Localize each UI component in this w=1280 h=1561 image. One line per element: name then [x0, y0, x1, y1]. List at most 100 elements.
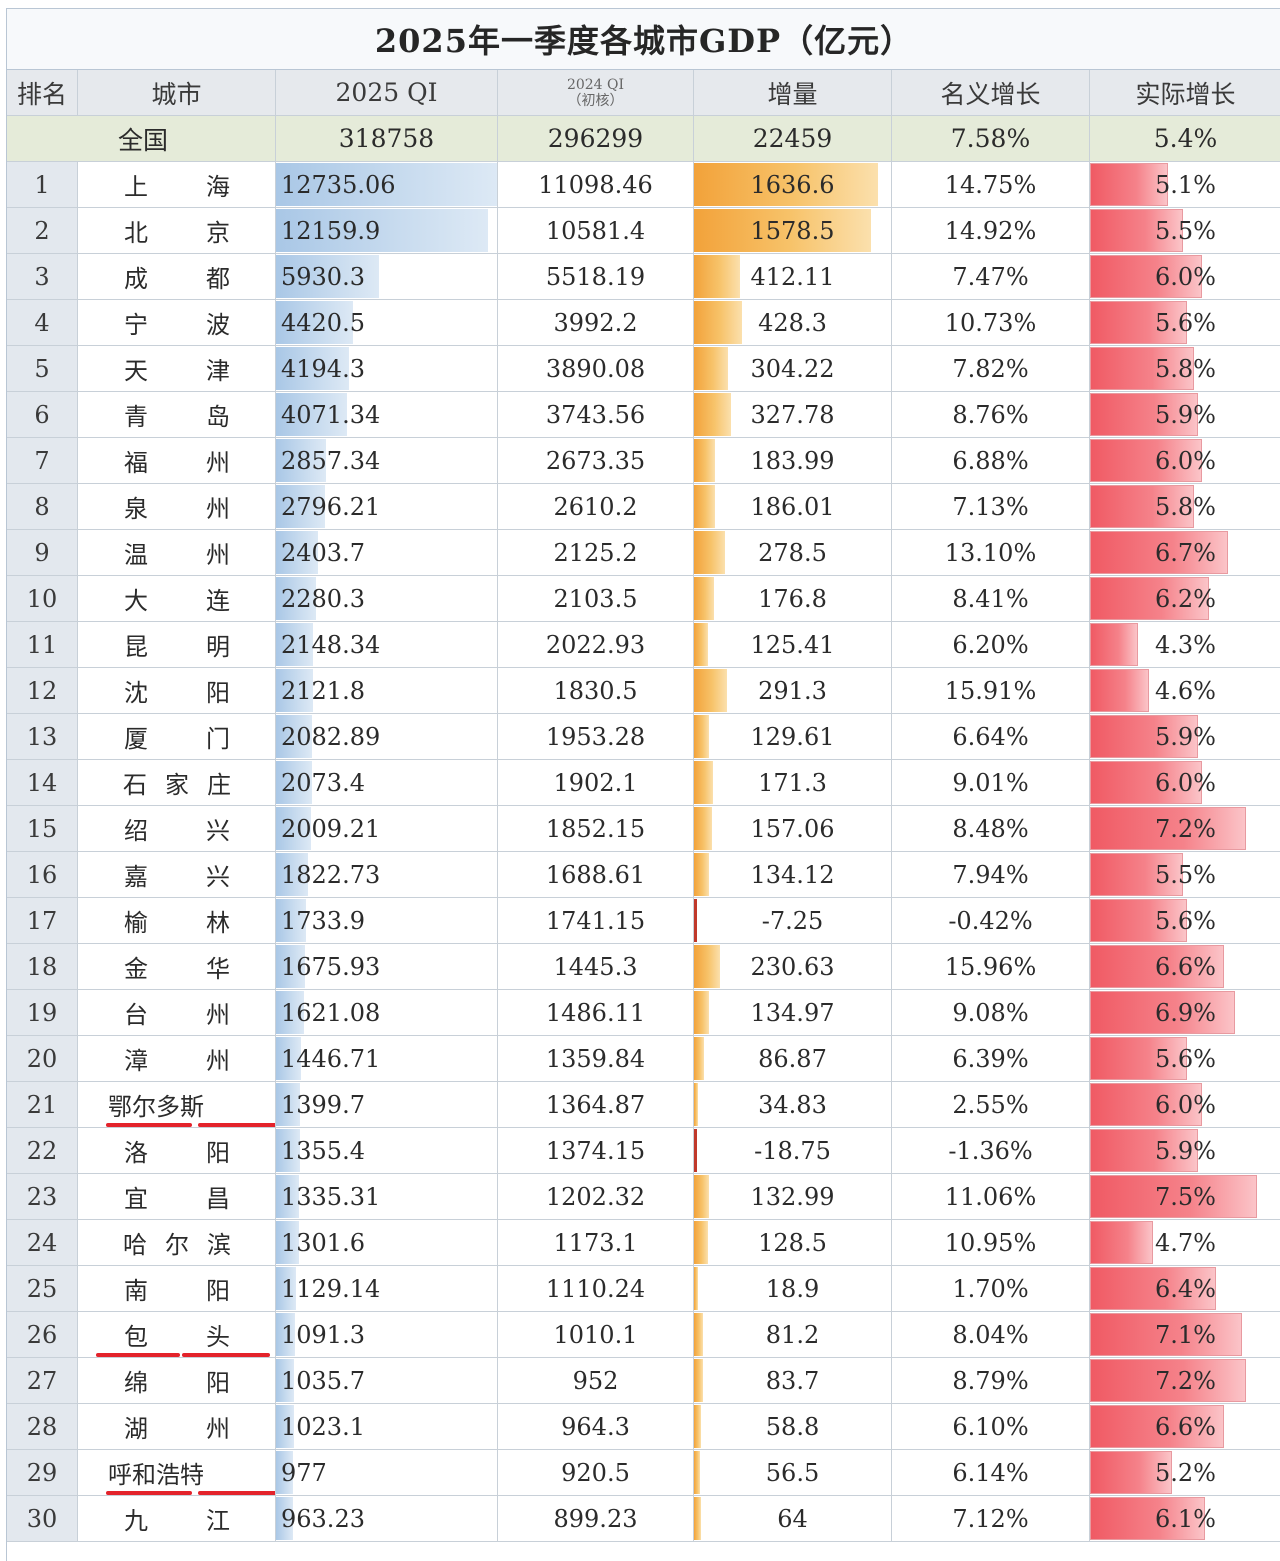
nominal-growth-cell: -1.36%	[892, 1128, 1090, 1173]
increase-cell: 83.7	[694, 1358, 892, 1403]
increase-value: 81.2	[765, 1320, 820, 1349]
increase-value: 278.5	[758, 538, 827, 567]
nominal-growth-cell: -0.42%	[892, 898, 1090, 943]
increase-cell: 412.11	[694, 254, 892, 299]
city-name: 北京	[124, 219, 276, 247]
gdp-2025-cell: 1035.7	[276, 1358, 498, 1403]
real-growth-value: 6.1%	[1155, 1504, 1216, 1533]
real-growth-bar	[1090, 853, 1183, 896]
gdp-2025-value: 12735.06	[281, 170, 396, 199]
real-growth-cell: 6.7%	[1090, 530, 1280, 575]
nominal-growth-cell: 10.95%	[892, 1220, 1090, 1265]
increase-bar	[694, 1451, 701, 1494]
real-growth-value: 5.8%	[1155, 492, 1216, 521]
highlight-underline	[96, 1353, 180, 1357]
gdp-bar	[276, 301, 354, 344]
increase-bar	[694, 531, 726, 574]
rank-cell: 20	[7, 1036, 78, 1081]
header-q1-2024-year: 2024 QI	[566, 76, 625, 93]
nominal-growth-cell: 10.73%	[892, 300, 1090, 345]
rank-cell: 11	[7, 622, 78, 667]
gdp-2024-cell: 3890.08	[498, 346, 694, 391]
gdp-2025-value: 2148.34	[281, 630, 381, 659]
increase-cell: 125.41	[694, 622, 892, 667]
gdp-bar	[276, 1313, 296, 1356]
real-growth-value: 7.1%	[1155, 1320, 1216, 1349]
gdp-2025-value: 2073.4	[281, 768, 365, 797]
header-city: 城市	[78, 70, 276, 115]
gdp-2024-cell: 1364.87	[498, 1082, 694, 1127]
real-growth-cell: 6.0%	[1090, 254, 1280, 299]
city-name: 上海	[124, 173, 276, 201]
table-row: 29 呼和浩特 977 920.5 56.5 6.14% 5.2%	[7, 1450, 1280, 1496]
gdp-2024-cell: 899.23	[498, 1496, 694, 1541]
real-growth-cell: 7.1%	[1090, 1312, 1280, 1357]
increase-bar	[694, 807, 712, 850]
rank-cell: 8	[7, 484, 78, 529]
gdp-2024-cell: 1173.1	[498, 1220, 694, 1265]
city-cell: 福州	[78, 438, 276, 483]
real-growth-bar	[1090, 991, 1235, 1034]
real-growth-bar	[1090, 1175, 1258, 1218]
real-growth-cell: 5.9%	[1090, 714, 1280, 759]
real-growth-value: 5.9%	[1155, 400, 1216, 429]
gdp-2025-cell: 1129.14	[276, 1266, 498, 1311]
increase-cell: 134.97	[694, 990, 892, 1035]
rank-cell: 16	[7, 852, 78, 897]
real-growth-cell: 6.1%	[1090, 1496, 1280, 1541]
gdp-bar	[276, 945, 306, 988]
increase-bar	[694, 899, 697, 942]
gdp-bar	[276, 163, 497, 206]
real-growth-bar	[1090, 1037, 1187, 1080]
national-row: 全国 318758 296299 22459 7.58% 5.4%	[7, 116, 1280, 162]
gdp-bar	[276, 1405, 294, 1448]
increase-cell: 128.5	[694, 1220, 892, 1265]
increase-value: 186.01	[750, 492, 835, 521]
rank-cell: 1	[7, 162, 78, 207]
rank-cell: 7	[7, 438, 78, 483]
gdp-2025-value: 1301.6	[281, 1228, 365, 1257]
gdp-2025-value: 2121.8	[281, 676, 365, 705]
gdp-2025-cell: 12735.06	[276, 162, 498, 207]
header-rank: 排名	[7, 70, 78, 115]
city-cell: 包头	[78, 1312, 276, 1357]
real-growth-value: 5.9%	[1155, 722, 1216, 751]
increase-cell: 304.22	[694, 346, 892, 391]
real-growth-cell: 6.4%	[1090, 1266, 1280, 1311]
gdp-2025-cell: 2148.34	[276, 622, 498, 667]
table-row: 21 鄂尔多斯 1399.7 1364.87 34.83 2.55% 6.0%	[7, 1082, 1280, 1128]
gdp-2025-value: 1023.1	[281, 1412, 365, 1441]
gdp-2024-cell: 2022.93	[498, 622, 694, 667]
city-name: 九江	[124, 1507, 276, 1535]
gdp-bar	[276, 1359, 295, 1402]
header-real-growth: 实际增长	[1090, 70, 1280, 115]
nominal-growth-cell: 7.82%	[892, 346, 1090, 391]
gdp-bar	[276, 899, 307, 942]
increase-value: 64	[777, 1504, 808, 1533]
real-growth-bar	[1090, 1267, 1217, 1310]
increase-value: 58.8	[765, 1412, 820, 1441]
increase-cell: 176.8	[694, 576, 892, 621]
increase-value: 412.11	[750, 262, 835, 291]
nominal-growth-cell: 15.91%	[892, 668, 1090, 713]
city-name: 洛阳	[124, 1139, 276, 1167]
real-growth-cell: 5.6%	[1090, 898, 1280, 943]
city-cell: 沈阳	[78, 668, 276, 713]
gdp-2025-cell: 2009.21	[276, 806, 498, 851]
city-cell: 绍兴	[78, 806, 276, 851]
real-growth-cell: 6.9%	[1090, 990, 1280, 1035]
table-row: 14 石家庄 2073.4 1902.1 171.3 9.01% 6.0%	[7, 760, 1280, 806]
increase-value: 132.99	[750, 1182, 835, 1211]
city-name: 宜昌	[124, 1185, 276, 1213]
header-nominal-growth: 名义增长	[892, 70, 1090, 115]
real-growth-bar	[1090, 577, 1209, 620]
real-growth-value: 6.0%	[1155, 1090, 1216, 1119]
gdp-2025-cell: 1621.08	[276, 990, 498, 1035]
real-growth-bar	[1090, 439, 1202, 482]
gdp-bar	[276, 1497, 293, 1540]
real-growth-bar	[1090, 1221, 1154, 1264]
city-name: 天津	[124, 357, 276, 385]
city-name: 温州	[124, 541, 276, 569]
gdp-bar	[276, 577, 316, 620]
increase-cell: 1636.6	[694, 162, 892, 207]
